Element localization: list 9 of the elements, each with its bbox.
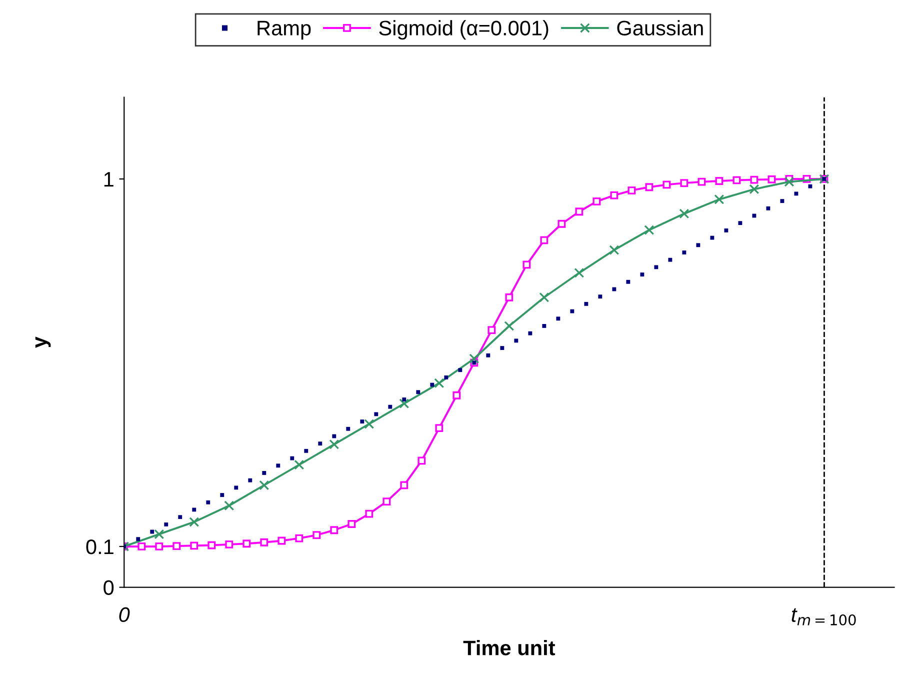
x-tick-label: t$_{m=100}$	[792, 608, 856, 626]
legend-label: Ramp	[258, 20, 311, 40]
y-axis-title: y	[35, 336, 51, 348]
legend-label: Sigmoid (α=0.001)	[379, 20, 548, 40]
y-tick-label: 0	[104, 580, 114, 596]
y-tick-label: 1	[104, 172, 114, 187]
y-tick-label: 0.1	[86, 539, 114, 554]
x-axis-title: Time unit	[463, 640, 556, 656]
legend-label: Gaussian	[617, 20, 703, 36]
